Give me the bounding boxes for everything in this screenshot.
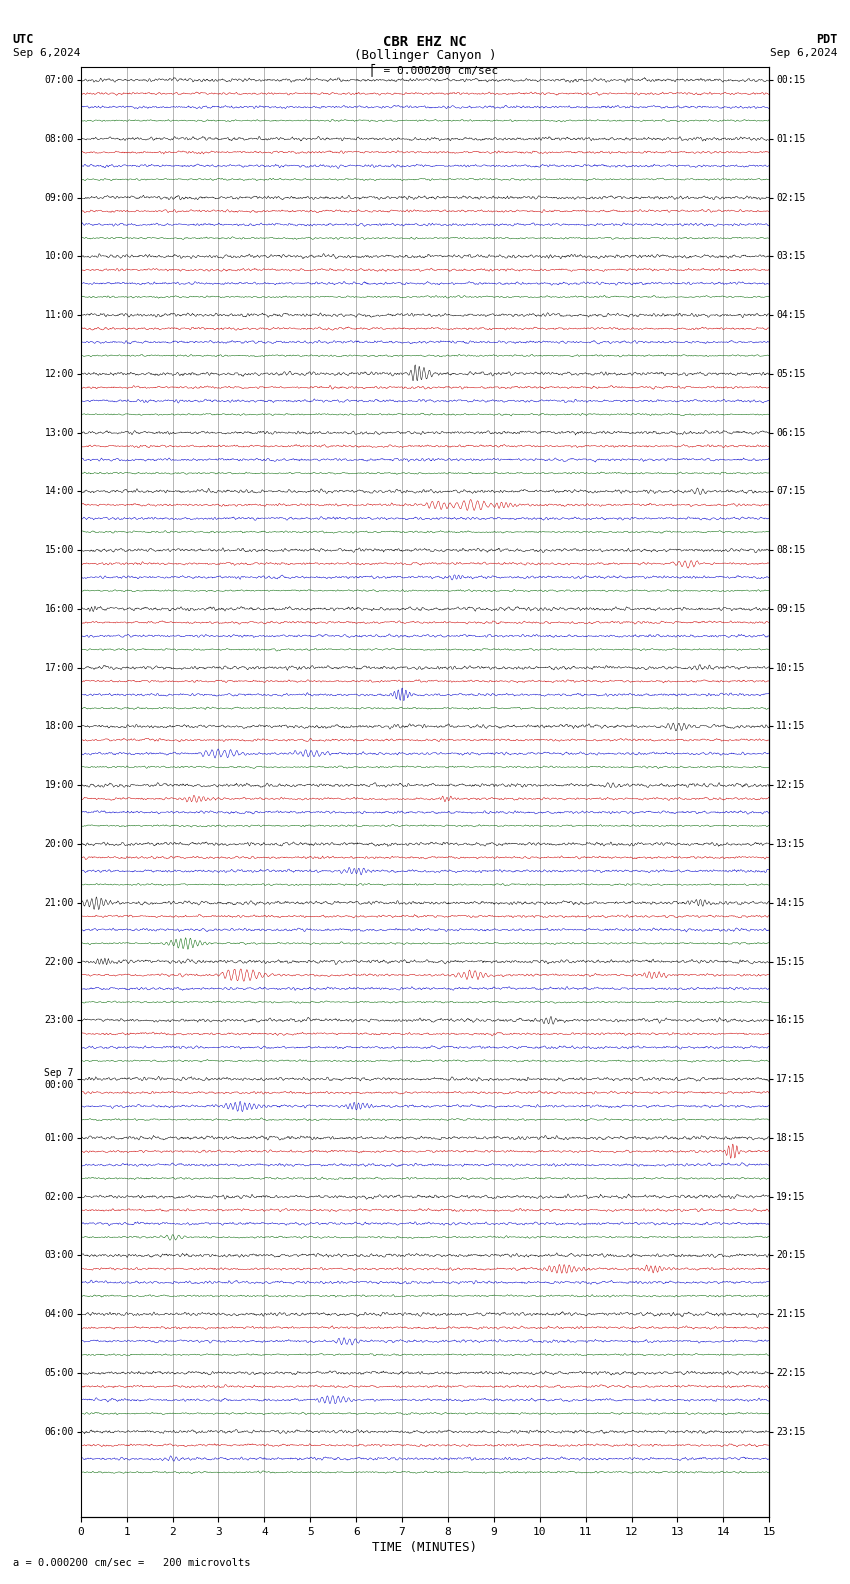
Text: ⎡ = 0.000200 cm/sec: ⎡ = 0.000200 cm/sec <box>370 63 498 76</box>
Text: CBR EHZ NC: CBR EHZ NC <box>383 35 467 49</box>
Text: (Bollinger Canyon ): (Bollinger Canyon ) <box>354 49 496 62</box>
Text: Sep 6,2024: Sep 6,2024 <box>770 48 837 57</box>
X-axis label: TIME (MINUTES): TIME (MINUTES) <box>372 1541 478 1554</box>
Text: PDT: PDT <box>816 33 837 46</box>
Text: Sep 6,2024: Sep 6,2024 <box>13 48 80 57</box>
Text: a = 0.000200 cm/sec =   200 microvolts: a = 0.000200 cm/sec = 200 microvolts <box>13 1559 250 1568</box>
Text: UTC: UTC <box>13 33 34 46</box>
